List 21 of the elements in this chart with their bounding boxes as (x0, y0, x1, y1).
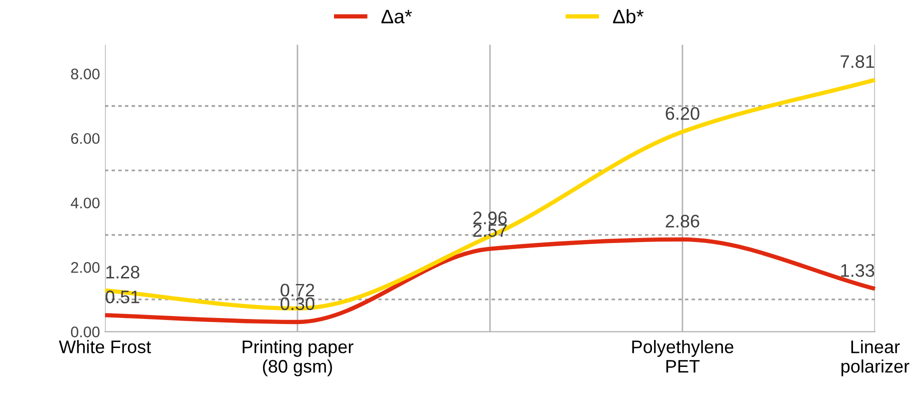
legend-label: Δa* (381, 10, 412, 24)
y-tick-label: 4.00 (70, 198, 100, 208)
data-label: 0.72 (280, 284, 314, 297)
data-label: 2.86 (666, 214, 700, 228)
data-label: 6.20 (666, 107, 700, 120)
data-label: 2.96 (473, 212, 507, 224)
data-label: 7.81 (840, 55, 874, 68)
y-tick-label: 8.00 (71, 68, 100, 80)
x-tick-label: Polyethylene PET (632, 340, 734, 373)
y-tick-label: 6.00 (71, 133, 100, 144)
line-series (102, 237, 878, 324)
data-label: 1.33 (841, 264, 874, 277)
y-tick-label: 2.00 (71, 262, 100, 273)
x-tick-label: Printing paper (80 gsm) (242, 340, 354, 376)
legend-label: Δb* (613, 9, 644, 24)
x-tick-label: White Frost (58, 340, 152, 354)
data-label: 0.51 (106, 290, 140, 304)
data-label: 1.28 (106, 266, 140, 278)
line-series (102, 78, 878, 311)
y-tick-label: 0.00 (71, 326, 100, 338)
x-tick-label: Linear polarizer (841, 340, 910, 376)
